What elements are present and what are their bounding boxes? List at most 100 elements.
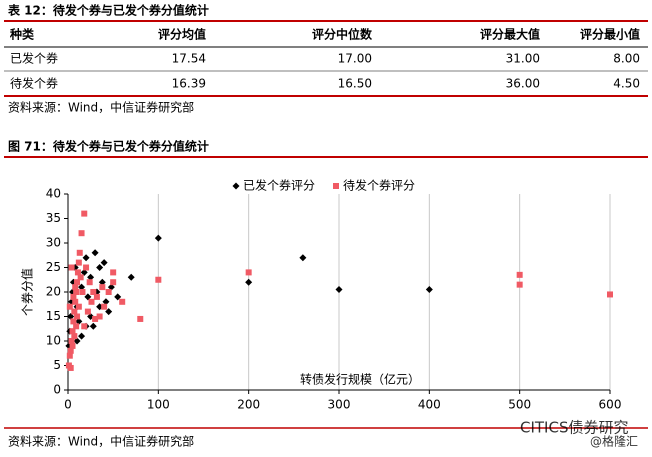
point <box>91 249 99 257</box>
table-cell: 17.54 <box>172 52 206 66</box>
table-cell: 16.50 <box>338 77 372 91</box>
point <box>76 249 83 256</box>
point <box>137 315 144 322</box>
point <box>335 286 343 294</box>
point <box>119 298 126 305</box>
x-axis-label: 转债发行规模（亿元） <box>300 372 420 387</box>
point <box>75 303 82 310</box>
table-header: 评分最小值 <box>580 27 640 42</box>
table-header: 种类 <box>9 27 35 42</box>
x-tick-label: 500 <box>508 398 531 412</box>
y-tick-label: 20 <box>46 285 61 299</box>
table-header: 评分最大值 <box>480 27 540 42</box>
y-tick-label: 25 <box>46 260 61 274</box>
y-tick-label: 30 <box>46 236 61 250</box>
point <box>73 323 80 330</box>
point <box>75 259 82 266</box>
point <box>105 308 113 316</box>
point <box>245 278 253 286</box>
table-cell: 4.50 <box>613 77 640 91</box>
figure-source: 资料来源：Wind，中信证券研究部 <box>8 434 194 449</box>
point <box>127 273 135 281</box>
legend-marker <box>333 183 339 189</box>
point <box>110 279 117 286</box>
point <box>299 254 307 262</box>
point <box>425 286 433 294</box>
table-cell: 已发个券 <box>10 51 58 66</box>
point <box>96 313 103 320</box>
table-header: 评分中位数 <box>312 27 373 42</box>
point <box>154 234 162 242</box>
point <box>78 230 85 237</box>
y-tick-label: 40 <box>46 187 61 201</box>
point <box>87 273 95 281</box>
point <box>67 347 74 354</box>
point <box>75 317 83 325</box>
x-tick-label: 600 <box>599 398 622 412</box>
point <box>155 276 162 283</box>
point <box>78 283 86 291</box>
y-axis-label: 个券分值 <box>20 268 35 316</box>
table-cell: 待发个券 <box>10 76 58 91</box>
legend-label: 已发个券评分 <box>243 178 315 193</box>
point <box>68 264 75 271</box>
point <box>110 269 117 276</box>
table-cell: 16.39 <box>172 77 206 91</box>
point <box>70 318 77 325</box>
point <box>73 337 81 345</box>
point <box>71 333 78 340</box>
x-tick-label: 200 <box>237 398 260 412</box>
table-cell: 31.00 <box>506 52 540 66</box>
watermark: CITICS债券研究 <box>520 419 628 437</box>
point <box>92 315 99 322</box>
x-tick-label: 0 <box>64 398 72 412</box>
point <box>516 281 523 288</box>
point <box>74 279 81 286</box>
point <box>96 264 104 271</box>
x-tick-label: 300 <box>328 398 351 412</box>
point <box>93 293 100 300</box>
point <box>84 308 91 315</box>
point <box>68 338 75 344</box>
y-tick-label: 5 <box>53 358 61 372</box>
point <box>105 289 112 295</box>
x-tick-label: 100 <box>147 398 170 412</box>
legend-marker <box>232 182 240 190</box>
table-title: 表 12：待发个券与已发个券分值统计 <box>7 3 209 18</box>
point <box>84 293 92 301</box>
point <box>78 332 86 340</box>
point <box>88 298 95 305</box>
y-tick-label: 35 <box>46 211 61 225</box>
point <box>79 289 86 295</box>
point <box>67 313 75 320</box>
point <box>89 322 97 330</box>
point <box>83 264 90 271</box>
point <box>516 271 523 278</box>
point <box>71 308 78 315</box>
table-source: 资料来源：Wind，中信证券研究部 <box>8 100 194 115</box>
table-cell: 36.00 <box>506 77 540 91</box>
point <box>81 323 88 330</box>
point <box>73 289 80 295</box>
point <box>90 289 97 295</box>
point <box>74 313 81 320</box>
point <box>67 364 74 371</box>
table-header: 评分均值 <box>158 27 206 42</box>
point <box>69 342 76 349</box>
point <box>77 274 84 281</box>
y-tick-label: 10 <box>46 334 61 348</box>
point <box>72 284 79 291</box>
point <box>99 284 106 291</box>
point <box>107 283 115 291</box>
x-tick-label: 400 <box>418 398 441 412</box>
point <box>66 352 73 359</box>
point <box>81 210 88 217</box>
y-tick-label: 15 <box>46 309 61 323</box>
point <box>607 291 613 298</box>
point <box>245 269 252 276</box>
point <box>66 303 73 310</box>
point <box>72 298 79 305</box>
table-cell: 8.00 <box>613 52 640 66</box>
point <box>86 279 93 286</box>
